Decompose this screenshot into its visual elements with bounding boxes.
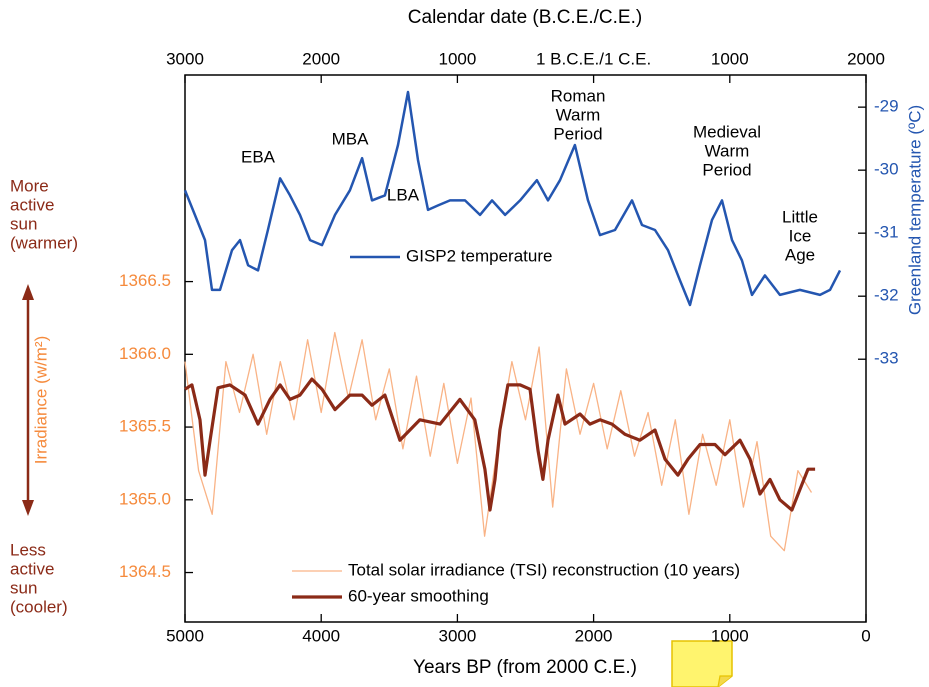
annotation: Little <box>782 207 818 226</box>
plot-frame <box>184 74 867 623</box>
sun-arrow <box>22 284 34 516</box>
side-note: sun <box>10 578 37 597</box>
side-note: (warmer) <box>10 233 78 252</box>
x-tick-label: 5000 <box>166 626 204 645</box>
x2-tick-label: 1 B.C.E./1 C.E. <box>536 49 651 68</box>
annotation: Warm <box>556 105 601 124</box>
x2-tick-label: 2000 <box>302 49 340 68</box>
annotation: Warm <box>705 141 750 160</box>
x-tick-label: 3000 <box>438 626 476 645</box>
x2-tick-label: 3000 <box>166 49 204 68</box>
y-tick-label: 1366.0 <box>119 344 171 363</box>
annotation: Period <box>702 160 751 179</box>
annotation: MBA <box>332 129 370 148</box>
side-note: (cooler) <box>10 597 68 616</box>
annotation: Roman <box>551 86 606 105</box>
top-axis-title: Calendar date (B.C.E./C.E.) <box>408 7 642 28</box>
y-tick-label: 1365.0 <box>119 489 171 508</box>
side-note: sun <box>10 214 37 233</box>
y2-axis-title: Greenland temperature (ºC) <box>905 105 924 315</box>
annotation: Medieval <box>693 122 761 141</box>
annotation: LBA <box>387 185 420 204</box>
legend-label: Total solar irradiance (TSI) reconstruct… <box>348 560 740 579</box>
side-note: active <box>10 195 54 214</box>
y-tick-label: 1366.5 <box>119 271 171 290</box>
x2-tick-label: 1000 <box>438 49 476 68</box>
annotation: Period <box>553 124 602 143</box>
y2-tick-label: -30 <box>874 160 899 179</box>
legend-label: GISP2 temperature <box>406 246 552 265</box>
x2-tick-label: 2000 <box>847 49 885 68</box>
annotation: Ice <box>789 226 812 245</box>
y-axis-title: Irradiance (w/m²) <box>31 336 50 464</box>
y-tick-label: 1364.5 <box>119 562 171 581</box>
side-note: More <box>10 176 49 195</box>
x-tick-label: 4000 <box>302 626 340 645</box>
series-line <box>184 377 816 512</box>
legend-label: 60-year smoothing <box>348 586 489 605</box>
y2-tick-label: -29 <box>874 97 899 116</box>
y2-tick-label: -33 <box>874 349 899 368</box>
series-line <box>183 90 842 307</box>
x-tick-label: 2000 <box>575 626 613 645</box>
annotation: EBA <box>241 147 276 166</box>
x-tick-label: 0 <box>861 626 870 645</box>
x2-tick-label: 1000 <box>711 49 749 68</box>
y2-tick-label: -31 <box>874 223 899 242</box>
y2-tick-label: -32 <box>874 286 899 305</box>
side-note: Less <box>10 540 46 559</box>
x-axis-title: Years BP (from 2000 C.E.) <box>413 657 637 678</box>
x-tick-label: 1000 <box>711 626 749 645</box>
y-tick-label: 1365.5 <box>119 417 171 436</box>
annotation: Age <box>785 245 815 264</box>
side-note: active <box>10 559 54 578</box>
note-icon <box>671 640 733 687</box>
